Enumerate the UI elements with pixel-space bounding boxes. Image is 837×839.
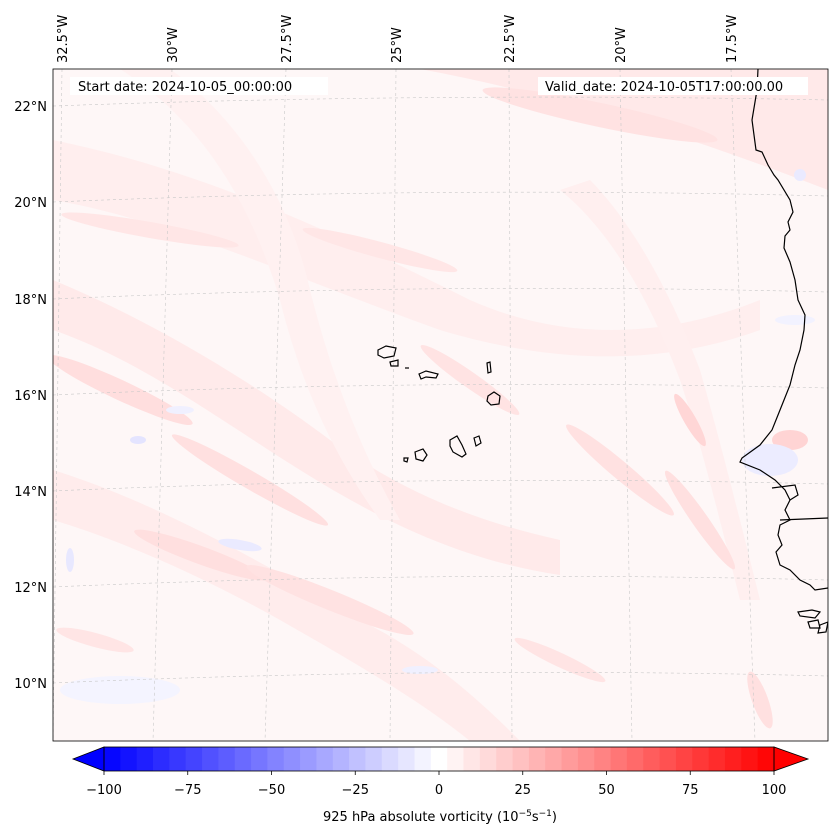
colorbar-bin — [316, 747, 334, 771]
colorbar-bin — [430, 747, 448, 771]
colorbar-extend-max — [773, 746, 810, 772]
colorbar: −100 −75 −50 −25 0 25 50 75 100 925 hPa absolute… — [71, 746, 810, 825]
gridlines — [53, 69, 828, 741]
cape-verde-fogo — [414, 448, 428, 462]
colorbar-bin — [512, 747, 530, 771]
colorbar-bin — [414, 747, 432, 771]
coastline — [377, 69, 828, 634]
colorbar-bin — [741, 747, 759, 771]
lat-label: 16°N — [14, 389, 47, 404]
colorbar-tick-label: −25 — [342, 783, 369, 798]
lat-label: 12°N — [14, 581, 47, 596]
colorbar-bin — [153, 747, 170, 771]
colorbar-tick-label: −75 — [174, 783, 201, 798]
cape-verde-maio — [473, 435, 482, 447]
colorbar-bin — [349, 747, 367, 771]
colorbar-bins — [104, 747, 775, 771]
colorbar-bin — [675, 747, 693, 771]
colorbar-bin — [463, 747, 481, 771]
lat-label: 14°N — [14, 485, 47, 500]
colorbar-bin — [594, 747, 612, 771]
colorbar-tick-label: 75 — [682, 783, 699, 798]
lat-label: 10°N — [14, 677, 47, 692]
colorbar-bin — [120, 747, 138, 771]
gambia-estuary — [771, 484, 799, 501]
colorbar-bin — [692, 747, 710, 771]
colorbar-bin — [626, 747, 644, 771]
lon-label: 17.5°W — [725, 15, 740, 63]
cape-verde-santo-antao — [377, 345, 397, 359]
colorbar-bin — [496, 747, 514, 771]
colorbar-label: 925 hPa absolute vorticity (10−5s−1) — [323, 809, 557, 825]
lon-label: 30°W — [166, 27, 181, 63]
colorbar-bin — [561, 747, 579, 771]
colorbar-bin — [643, 747, 661, 771]
lon-label: 32.5°W — [56, 15, 71, 63]
colorbar-bin — [104, 747, 121, 771]
cape-verde-boa-vista — [486, 391, 501, 406]
start-date-box — [70, 77, 328, 95]
colorbar-bin — [136, 747, 154, 771]
colorbar-bin — [234, 747, 252, 771]
map-frame — [52, 68, 829, 742]
colorbar-tick-label: −50 — [258, 783, 285, 798]
colorbar-bin — [577, 747, 595, 771]
colorbar-bin — [545, 747, 563, 771]
colorbar-tick-label: 50 — [598, 783, 615, 798]
colorbar-bin — [300, 747, 318, 771]
colorbar-bin — [479, 747, 497, 771]
colorbar-bin — [610, 747, 628, 771]
cape-verde-sao-vicente — [389, 359, 399, 367]
colorbar-bin — [757, 747, 775, 771]
colorbar-bin — [724, 747, 742, 771]
colorbar-bin — [185, 747, 203, 771]
colorbar-bin — [398, 747, 416, 771]
colorbar-extend-min — [71, 746, 105, 772]
cape-verde-santiago — [449, 435, 467, 458]
colorbar-bin — [202, 747, 219, 771]
colorbar-ticks: −100 −75 −50 −25 0 25 50 75 100 — [86, 771, 786, 798]
valid-date-label: Valid_date: 2024-10-05T17:00:00.00 — [545, 80, 783, 95]
bijagos-islands — [797, 609, 828, 634]
colorbar-tick-label: 0 — [435, 783, 443, 798]
colorbar-bin — [218, 747, 236, 771]
longitude-labels: 32.5°W 30°W 27.5°W 25°W 22.5°W 20°W 17.5… — [56, 15, 740, 63]
colorbar-tick-label: 100 — [762, 783, 787, 798]
map-panel: Start date: 2024-10-05_00:00:00 Valid_da… — [52, 68, 829, 742]
valid-date-box — [538, 77, 808, 95]
colorbar-bin — [251, 747, 269, 771]
lon-label: 20°W — [614, 27, 629, 63]
start-date-label: Start date: 2024-10-05_00:00:00 — [78, 80, 292, 95]
casamance-coast — [779, 517, 828, 521]
lon-label: 22.5°W — [503, 15, 518, 63]
lon-label: 25°W — [390, 27, 405, 63]
colorbar-tick-label: 25 — [514, 783, 531, 798]
colorbar-bin — [267, 747, 285, 771]
lon-label: 27.5°W — [280, 15, 295, 63]
colorbar-bin — [169, 747, 187, 771]
colorbar-bin — [365, 747, 383, 771]
latitude-labels: 22°N 20°N 18°N 16°N 14°N 12°N 10°N — [14, 100, 47, 692]
colorbar-bin — [447, 747, 465, 771]
colorbar-tick-label: −100 — [86, 783, 122, 798]
colorbar-bin — [283, 747, 301, 771]
colorbar-bin — [528, 747, 546, 771]
colorbar-bin — [332, 747, 350, 771]
lat-label: 22°N — [14, 100, 47, 115]
cape-verde-sal — [486, 361, 492, 374]
cape-verde-brava — [403, 457, 409, 463]
lat-label: 20°N — [14, 196, 47, 211]
cape-verde-sao-nicolau — [418, 370, 439, 380]
africa-coastline — [739, 69, 828, 591]
colorbar-bin — [708, 747, 726, 771]
lat-label: 18°N — [14, 293, 47, 308]
colorbar-bin — [381, 747, 399, 771]
colorbar-bin — [659, 747, 677, 771]
